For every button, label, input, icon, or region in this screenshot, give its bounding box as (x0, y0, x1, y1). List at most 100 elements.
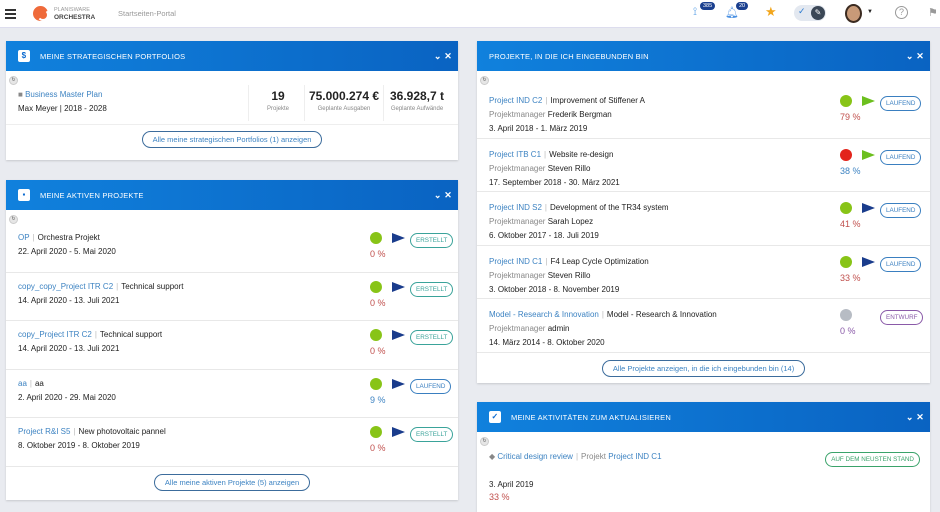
activity-row: ◆ Critical design review | Projekt Project… (477, 446, 930, 506)
status-badge: LAUFEND (880, 149, 922, 165)
show-all-active-button[interactable]: Alle meine aktiven Projekte (5) anzeigen (153, 473, 311, 491)
edit-icon: ✎ (811, 6, 825, 20)
menu-icon[interactable] (5, 9, 16, 21)
project-name: Technical support (121, 281, 184, 291)
health-indicator (840, 148, 852, 161)
progress-percent: 9 % (370, 394, 386, 405)
activity-link[interactable]: Critical design review (497, 452, 573, 461)
bell-icon[interactable]: 🔔︎ (725, 7, 739, 19)
trend-arrow-icon (862, 149, 875, 160)
project-dates: 2. April 2020 - 29. Mai 2020 (18, 392, 116, 402)
status-badge: ERSTELLT (410, 330, 454, 345)
progress-percent: 0 % (370, 346, 386, 356)
project-code-link[interactable]: Project IND C2 (489, 96, 543, 105)
brand-bottom: ORCHESTRA (54, 14, 96, 21)
trend-arrow-icon (392, 281, 405, 292)
refresh-icon[interactable]: ↻ (9, 215, 18, 224)
notification-badge: 20 (736, 2, 749, 10)
panel-title: MEINE AKTIVITÄTEN ZUM AKTUALISIEREN (511, 412, 671, 422)
chevron-down-icon[interactable]: ▼ (867, 9, 873, 15)
project-code-link[interactable]: Project IND S2 (489, 203, 542, 212)
refresh-icon[interactable]: ↻ (480, 437, 489, 446)
status-badge: ERSTELLT (410, 281, 454, 297)
rss-icon[interactable]: ⟟ (693, 6, 698, 18)
involved-projects-panel: PROJEKTE, IN DIE ICH EINGEBUNDEN BIN ⌄ ✕ … (477, 41, 930, 383)
collapse-close-controls[interactable]: ⌄ ✕ (433, 189, 452, 200)
avatar[interactable] (845, 4, 862, 23)
health-indicator (840, 202, 852, 214)
progress-percent: 0 % (370, 443, 386, 453)
project-name: Development of the TR34 system (549, 203, 669, 212)
project-row: Project IND S2 | Development of the TR34 s… (477, 192, 930, 246)
feed-badge: 385 (700, 2, 716, 10)
project-code-link[interactable]: OP (18, 233, 30, 242)
progress-percent: 0 % (370, 249, 386, 259)
briefcase-icon: ■ (18, 90, 26, 99)
project-name: Improvement of Stiffener A (550, 96, 646, 105)
project-manager: admin (547, 324, 570, 333)
show-all-involved-button[interactable]: Alle Projekte anzeigen, in die ich einge… (601, 359, 806, 377)
status-badge: AUF DEM NEUSTEN STAND (825, 452, 920, 467)
project-row: copy_Project ITR C2 | Technical support 14.… (6, 321, 458, 370)
flag-icon[interactable]: ⚑ (928, 7, 938, 19)
project-name: Orchestra Projekt (37, 233, 100, 242)
panel-header: ▪ MEINE AKTIVEN PROJEKTE ⌄ ✕ (6, 180, 458, 210)
project-link[interactable]: Project IND C1 (608, 452, 662, 461)
refresh-icon[interactable]: ↻ (480, 76, 489, 85)
pm-label: Projektmanager (489, 163, 546, 173)
panel-header: PROJEKTE, IN DIE ICH EINGEBUNDEN BIN ⌄ ✕ (477, 41, 930, 71)
project-dates: 17. September 2018 - 30. März 2021 (489, 177, 620, 187)
refresh-icon[interactable]: ↻ (9, 76, 18, 85)
collapse-close-controls[interactable]: ⌄ ✕ (905, 411, 924, 422)
project-dates: 14. April 2020 - 13. Juli 2021 (18, 295, 120, 305)
health-indicator (370, 377, 382, 390)
trend-arrow-icon (392, 378, 405, 389)
progress-percent: 79 % (840, 112, 861, 122)
star-icon[interactable]: ★ (765, 4, 777, 19)
project-manager: Steven Rillo (547, 163, 591, 173)
trend-arrow-icon (862, 96, 875, 106)
stat-value: 75.000.274 € (308, 89, 380, 103)
stat-value: 19 (271, 89, 285, 103)
collapse-close-controls[interactable]: ⌄ ✕ (905, 50, 924, 61)
status-badge: LAUFEND (880, 96, 922, 111)
check-icon: ✓ (798, 6, 806, 16)
orchestra-logo (33, 6, 49, 21)
activity-progress: 33 % (489, 492, 510, 502)
progress-percent: 33 % (840, 272, 861, 283)
help-icon[interactable]: ? (895, 6, 908, 19)
project-code-link[interactable]: Project ITB C1 (489, 149, 542, 159)
project-dates: 3. Oktober 2018 - 8. November 2019 (489, 284, 620, 294)
status-badge: LAUFEND (410, 378, 452, 394)
stat-expenses: 75.000.274 € Geplante Ausgaben (304, 89, 384, 112)
status-badge: ERSTELLT (410, 233, 454, 248)
project-code-link[interactable]: aa (18, 378, 27, 388)
collapse-close-controls[interactable]: ⌄ ✕ (433, 50, 452, 61)
project-code-link[interactable]: copy_Project ITR C2 (18, 330, 92, 339)
brand: PLANISWARE ORCHESTRA (54, 7, 95, 21)
status-badge: LAUFEND (880, 256, 922, 272)
project-code-link[interactable]: Model - Research & Innovation (489, 310, 599, 319)
show-all-portfolios-button[interactable]: Alle meine strategischen Portfolios (1) … (141, 131, 323, 148)
project-code-link[interactable]: copy_copy_Project ITR C2 (18, 281, 114, 291)
project-manager: Steven Rillo (547, 270, 591, 280)
task-toggle[interactable]: ✓ ✎ (794, 5, 826, 21)
health-indicator (370, 329, 382, 341)
project-code-link[interactable]: Project R&I S5 (18, 427, 71, 436)
stat-value: 36.928,7 t (389, 89, 445, 103)
project-name: Website re-design (549, 149, 614, 159)
health-indicator (370, 232, 382, 244)
project-dates: 6. Oktober 2017 - 18. Juli 2019 (489, 231, 599, 240)
project-row: Project ITB C1 | Website re-design Projektm… (477, 139, 930, 192)
project-code-link[interactable]: Project IND C1 (489, 256, 543, 266)
portfolio-link[interactable]: Business Master Plan (25, 90, 103, 99)
portfolios-panel: $ MEINE STRATEGISCHEN PORTFOLIOS ⌄ ✕ ↻ ■ B… (6, 41, 458, 160)
progress-percent: 0 % (370, 297, 386, 308)
portal-title: Startseiten-Portal (118, 9, 176, 18)
project-name: F4 Leap Cycle Optimization (550, 256, 649, 266)
health-indicator (840, 309, 852, 321)
project-row: Project R&I S5 | New photovoltaic pannel 8.… (6, 418, 458, 467)
status-badge: ENTWURF (880, 310, 924, 325)
stat-label: Geplante Aufwände (390, 106, 444, 112)
trend-arrow-icon (862, 203, 875, 213)
